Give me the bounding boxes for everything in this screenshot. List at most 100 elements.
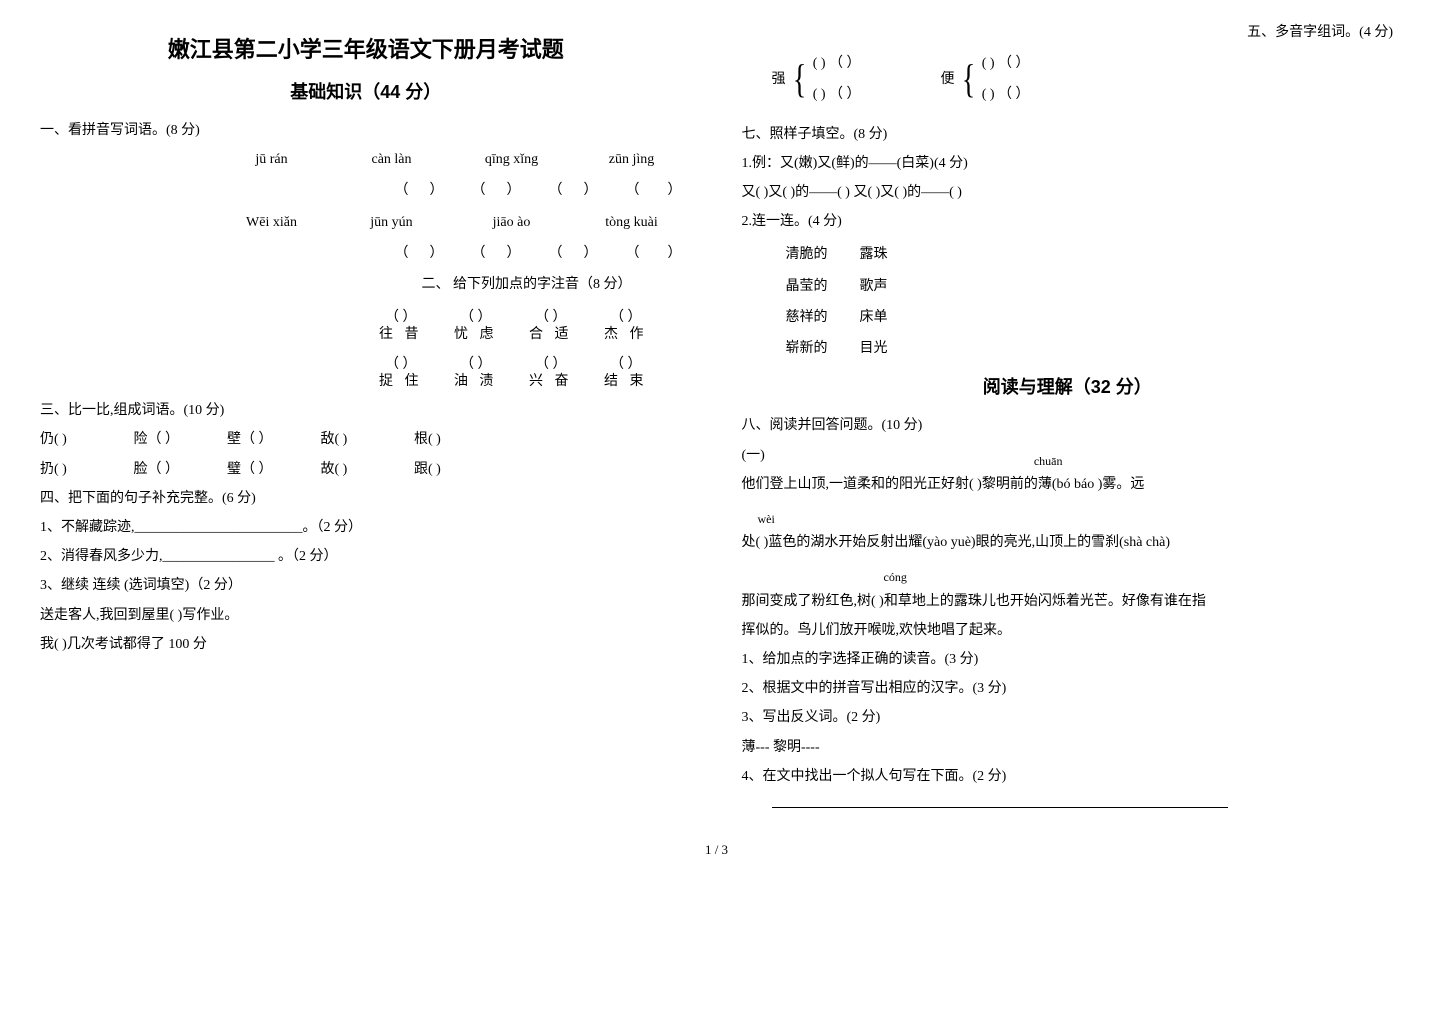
annot-cell: （ ）捉 住 <box>379 357 423 391</box>
brace-group-bian: 便 { ( ) （ ） ( ) （ ） <box>941 51 1030 107</box>
annot-cell: （ ）合 适 <box>529 310 573 344</box>
passage-text: )和草地上的露珠儿也开始闪烁着光芒。好像有谁在指 <box>879 594 1206 609</box>
sub-one: (一) <box>742 448 765 463</box>
left-column: 嫩江县第二小学三年级语文下册月考试题 基础知识（44 分） 一、看拼音写词语。(… <box>40 20 692 808</box>
left-brace-icon: { <box>792 59 805 99</box>
blank-paren: （ ） <box>395 178 444 203</box>
q8-heading: 八、阅读并回答问题。(10 分) <box>742 413 1394 438</box>
passage-line-4: 挥似的。鸟儿们放开喉咙,欢快地唱了起来。 <box>742 618 1394 643</box>
pinyin-cell: càn làn <box>352 147 432 172</box>
brace-row: ( ) （ ） <box>982 82 1030 107</box>
ruby-cong-row: cóng <box>882 559 1394 584</box>
pair-right: 目光 <box>860 334 918 363</box>
q8-subq: 1、给加点的字选择正确的读音。(3 分) <box>742 647 1394 672</box>
pair-left: 清脆的 <box>786 240 858 269</box>
left-brace-icon: { <box>961 59 974 99</box>
pair-right: 床单 <box>860 303 918 332</box>
page-footer: 1 / 3 <box>40 838 1393 861</box>
pinyin-cell: jū rán <box>232 147 312 172</box>
q3-cell: 扔( ) <box>40 457 130 482</box>
q3-cell: 脸（ ） <box>134 457 224 482</box>
annot-cell: （ ）结 束 <box>604 357 648 391</box>
q8-subq: 2、根据文中的拼音写出相应的汉字。(3 分) <box>742 676 1394 701</box>
q2-row2: （ ）捉 住 （ ）油 渍 （ ）兴 奋 （ ）结 束 <box>40 352 692 391</box>
passage-text: 那间变成了粉红色,树( <box>742 594 876 609</box>
q5-heading: 五、多音字组词。(4 分) <box>742 20 1394 45</box>
q4-item: 3、继续 连续 (选词填空)（2 分） <box>40 573 692 598</box>
pair-right: 露珠 <box>860 240 918 269</box>
table-row: 清脆的露珠 <box>786 240 918 269</box>
q4-item: 1、不解藏踪迹,________________________。（2 分） <box>40 515 692 540</box>
ruby-cong: cóng <box>884 571 907 584</box>
q3-heading: 三、比一比,组成词语。(10 分) <box>40 398 692 423</box>
q8-sub-label: (一) chuān <box>742 443 1394 468</box>
annot-cell: （ ）忧 虑 <box>454 310 498 344</box>
q3-cell: 敌( ) <box>321 427 411 452</box>
pair-left: 晶莹的 <box>786 272 858 301</box>
q7-pair-table: 清脆的露珠 晶莹的歌声 慈祥的床单 崭新的目光 <box>784 238 920 365</box>
pinyin-cell: jiāo ào <box>472 210 552 235</box>
brace-row: ( ) （ ） <box>813 51 861 76</box>
pinyin-cell: qīng xǐng <box>472 147 552 172</box>
brace-content: ( ) （ ） ( ) （ ） <box>813 51 861 107</box>
annot-cell: （ ）往 昔 <box>379 310 423 344</box>
ruby-wei: wèi <box>758 513 775 526</box>
passage-line-2: 处( )蓝色的湖水开始反射出耀(yào yuè)眼的亮光,山顶上的雪刹(shà … <box>742 530 1394 555</box>
blank-paren: （ ） <box>472 178 521 203</box>
blank-paren: （ ） <box>626 241 682 266</box>
brace-row: ( ) （ ） <box>813 82 861 107</box>
ruby-wei-row: wèi <box>756 501 1394 526</box>
q2-row1: （ ）往 昔 （ ）忧 虑 （ ）合 适 （ ）杰 作 <box>40 305 692 344</box>
q3-cell: 璧（ ） <box>227 457 317 482</box>
q3-cell: 跟( ) <box>414 457 504 482</box>
q3-row1: 仍( ) 险（ ） 壁（ ） 敌( ) 根( ) <box>40 427 692 452</box>
brace-content: ( ) （ ） ( ) （ ） <box>982 51 1030 107</box>
passage-text: )蓝色的湖水开始反射出耀(yào yuè)眼的亮光,山顶上的雪刹(shà chà… <box>764 535 1170 550</box>
annot-cell: （ ）兴 奋 <box>529 357 573 391</box>
ruby-chuan: chuān <box>1034 455 1063 468</box>
passage-text: )黎明前的薄(bó báo )雾。远 <box>977 477 1144 492</box>
table-row: 晶莹的歌声 <box>786 272 918 301</box>
brace-label: 便 <box>941 67 955 92</box>
q7-sub2: 2.连一连。(4 分) <box>742 209 1394 234</box>
q3-cell: 险（ ） <box>134 427 224 452</box>
pinyin-cell: zūn jìng <box>592 147 672 172</box>
q3-row2: 扔( ) 脸（ ） 璧（ ） 故( ) 跟( ) <box>40 457 692 482</box>
q1-blanks-row1: （ ） （ ） （ ） （ ） <box>40 178 692 203</box>
pinyin-cell: Wēi xiǎn <box>232 210 312 235</box>
table-row: 慈祥的床单 <box>786 303 918 332</box>
right-column: 五、多音字组词。(4 分) 强 { ( ) （ ） ( ) （ ） 便 { ( … <box>742 20 1394 808</box>
q4-item: 送走客人,我回到屋里( )写作业。 <box>40 603 692 628</box>
q1-heading: 一、看拼音写词语。(8 分) <box>40 118 692 143</box>
q7-heading: 七、照样子填空。(8 分) <box>742 122 1394 147</box>
pinyin-cell: jūn yún <box>352 210 432 235</box>
q4-item: 我( )几次考试都得了 100 分 <box>40 632 692 657</box>
answer-line <box>772 807 1228 808</box>
brace-group-qiang: 强 { ( ) （ ） ( ) （ ） <box>772 51 861 107</box>
passage-text: 处( <box>742 535 761 550</box>
q5-braces: 强 { ( ) （ ） ( ) （ ） 便 { ( ) （ ） ( ) （ ） <box>772 51 1394 107</box>
passage-line-3: 那间变成了粉红色,树( )和草地上的露珠儿也开始闪烁着光芒。好像有谁在指 <box>742 589 1394 614</box>
q2-heading: 二、 给下列加点的字注音（8 分） <box>40 272 692 297</box>
q1-pinyin-row2: Wēi xiǎn jūn yún jiāo ào tòng kuài <box>40 210 692 235</box>
blank-paren: （ ） <box>395 241 444 266</box>
pair-right: 歌声 <box>860 272 918 301</box>
q4-heading: 四、把下面的句子补充完整。(6 分) <box>40 486 692 511</box>
passage-line-1: 他们登上山顶,一道柔和的阳光正好射( )黎明前的薄(bó báo )雾。远 <box>742 472 1394 497</box>
blank-paren: （ ） <box>549 241 598 266</box>
brace-label: 强 <box>772 67 786 92</box>
q3-cell: 故( ) <box>321 457 411 482</box>
main-title: 嫩江县第二小学三年级语文下册月考试题 <box>40 30 692 70</box>
section-reading: 阅读与理解（32 分） <box>742 371 1394 403</box>
q8-subq-antonym: 薄--- 黎明---- <box>742 735 1394 760</box>
passage-text: 他们登上山顶,一道柔和的阳光正好射( <box>742 477 974 492</box>
q1-pinyin-row1: jū rán càn làn qīng xǐng zūn jìng <box>40 147 692 172</box>
annot-cell: （ ）杰 作 <box>604 310 648 344</box>
q8-subq: 4、在文中找出一个拟人句写在下面。(2 分) <box>742 764 1394 789</box>
pair-left: 崭新的 <box>786 334 858 363</box>
q7-blanks: 又( )又( )的——( ) 又( )又( )的——( ) <box>742 180 1394 205</box>
blank-paren: （ ） <box>626 178 682 203</box>
q8-subq: 3、写出反义词。(2 分) <box>742 705 1394 730</box>
table-row: 崭新的目光 <box>786 334 918 363</box>
q1-blanks-row2: （ ） （ ） （ ） （ ） <box>40 241 692 266</box>
